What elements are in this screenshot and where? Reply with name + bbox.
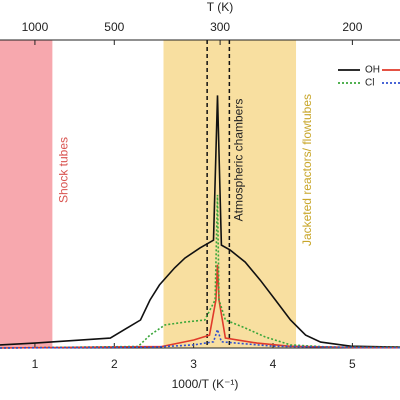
legend-label: OH	[365, 65, 380, 76]
top-axis-label: T (K)	[207, 0, 233, 14]
top-tick-label: 300	[210, 20, 230, 34]
series-line	[0, 326, 400, 349]
series-line	[0, 194, 400, 349]
top-tick-label: 200	[342, 20, 362, 34]
region	[0, 40, 53, 348]
top-tick-label: 1000	[22, 20, 49, 34]
x-tick-label: 4	[270, 357, 277, 371]
top-tick-label: 500	[104, 20, 124, 34]
x-tick-label: 5	[349, 357, 356, 371]
x-tick-label: 1	[32, 357, 39, 371]
reference-label: Atmospheric chambers	[232, 99, 246, 222]
series-line	[0, 95, 400, 348]
region-label: Jacketed reactors/ flowtubes	[300, 94, 314, 246]
legend-label: Cl	[365, 78, 374, 89]
x-axis-label: 1000/T (K⁻¹)	[172, 377, 239, 391]
x-tick-label: 2	[111, 357, 118, 371]
region-label: Shock tubes	[57, 137, 71, 203]
x-tick-label: 3	[190, 357, 197, 371]
